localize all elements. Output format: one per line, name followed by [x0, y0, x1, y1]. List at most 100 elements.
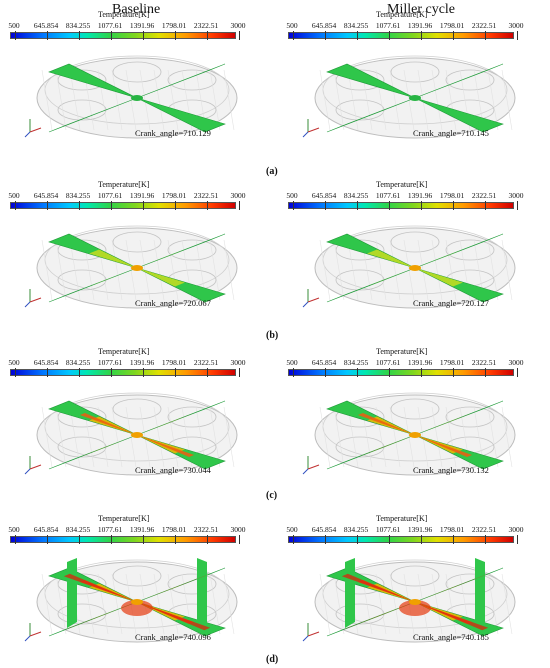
crank-angle-label: Crank_angle=710.145 — [413, 128, 489, 138]
colorbar-tick-labels: 500 645.854 834.255 1077.61 1391.96 1798.01 23… — [6, 358, 245, 368]
colorbar-tick-label: 834.255 — [343, 358, 369, 367]
colorbar-tick-label: 1077.61 — [375, 358, 401, 367]
column-title-baseline: Baseline — [112, 2, 161, 17]
temperature-field-render — [36, 558, 238, 643]
colorbar-tick-label: 1077.61 — [375, 21, 401, 30]
colorbar-tick-label: 834.255 — [65, 525, 91, 534]
colorbar-tick-label: 1798.01 — [439, 358, 465, 367]
cutting-plane-blade — [48, 434, 138, 470]
hot-region — [63, 573, 137, 602]
temperature-colorbar — [288, 368, 518, 377]
colorbar-tick-mark — [239, 368, 240, 377]
colorbar-tick-label: 1798.01 — [161, 525, 187, 534]
axis-triad — [300, 453, 322, 475]
colorbar-tick-label: 2322.51 — [471, 191, 497, 200]
hot-region — [79, 435, 137, 457]
crank-angle-label: Crank_angle=740.185 — [413, 632, 489, 642]
subfigure-label: (b) — [266, 330, 279, 341]
figure-panel: Temperature[K] 500 645.854 834.255 1077.61 13… — [2, 178, 272, 328]
colorbar-tick-mark — [111, 201, 112, 210]
cylinder-head-outline — [322, 55, 508, 125]
cylinder-head-outline — [322, 392, 508, 462]
mesh-line — [487, 406, 499, 468]
crank-angle-label: Crank_angle=730.044 — [135, 465, 211, 475]
cutting-plane-blade — [326, 97, 416, 133]
temperature-colorbar — [288, 201, 518, 210]
valve-outline — [57, 239, 107, 261]
mesh-line — [111, 406, 123, 468]
valve-outline — [167, 69, 217, 91]
colorbar-tick-label: 1798.01 — [439, 21, 465, 30]
colorbar-tick-label: 1798.01 — [161, 358, 187, 367]
colorbar-tick-label: 500 — [286, 525, 298, 534]
colorbar-title: Temperature[K] — [98, 10, 150, 19]
colorbar-title: Temperature[K] — [376, 514, 428, 523]
valve-outline — [445, 406, 495, 428]
colorbar-tick-mark — [293, 201, 294, 210]
cutting-plane-edge — [475, 558, 485, 628]
axis-triad-icon — [24, 623, 42, 642]
flame-region — [415, 583, 463, 602]
figure-panel: Temperature[K] 500 645.854 834.255 1077.61 13… — [280, 345, 550, 495]
colorbar-tick-label: 3000 — [508, 525, 524, 534]
colorbar-tick-label: 3000 — [508, 358, 524, 367]
valve-outline — [112, 565, 162, 587]
colorbar-tick-label: 3000 — [508, 21, 524, 30]
colorbar-tick-mark — [175, 201, 176, 210]
colorbar-title: Temperature[K] — [98, 514, 150, 523]
simulation-view — [22, 377, 252, 487]
cutting-plane-blade — [48, 97, 138, 133]
mesh-line — [347, 406, 359, 468]
colorbar-tick-label: 2322.51 — [193, 525, 219, 534]
plane-intersection — [409, 432, 421, 438]
colorbar-tick-label: 2322.51 — [193, 358, 219, 367]
mesh-line — [41, 239, 53, 301]
subfigure-label: (a) — [266, 166, 278, 177]
colorbar-tick-mark — [175, 31, 176, 40]
mesh-line — [445, 573, 457, 635]
mesh-line — [41, 69, 53, 131]
mesh-line — [167, 406, 179, 468]
mesh-line — [223, 239, 235, 301]
colorbar-tick-mark — [143, 535, 144, 544]
mesh-line — [417, 406, 429, 468]
colorbar-tick-label: 1391.96 — [129, 525, 155, 534]
colorbar-tick-mark — [517, 368, 518, 377]
mesh-line — [209, 69, 221, 131]
colorbar-tick-mark — [453, 535, 454, 544]
axis-triad — [22, 453, 44, 475]
cylinder-head-outline — [44, 55, 230, 125]
temperature-field-render — [36, 225, 238, 309]
valve-outline — [445, 239, 495, 261]
flame-region — [137, 268, 185, 287]
colorbar-tick-mark — [47, 368, 48, 377]
valve-outline — [335, 239, 385, 261]
cutting-plane-blade — [326, 267, 416, 303]
mesh-line — [389, 406, 401, 468]
mesh-line — [167, 239, 179, 301]
mesh-line — [347, 69, 359, 131]
colorbar-tick-mark — [389, 31, 390, 40]
colorbar-tick-labels: 500 645.854 834.255 1077.61 1391.96 1798.01 23… — [284, 21, 523, 31]
colorbar-tick-mark — [357, 535, 358, 544]
mesh-line — [139, 406, 151, 468]
mesh-line — [167, 573, 179, 635]
flame-region — [415, 268, 463, 287]
column-title-miller-cycle: Miller cycle — [387, 2, 456, 17]
mesh-line — [431, 573, 443, 635]
hot-region — [357, 413, 415, 435]
mesh-line — [111, 69, 123, 131]
colorbar-tick-mark — [15, 368, 16, 377]
mesh-line — [501, 406, 513, 468]
mesh-line — [209, 406, 221, 468]
colorbar-tick-mark — [389, 368, 390, 377]
mesh-line — [41, 406, 53, 468]
mesh-line — [319, 573, 331, 635]
colorbar-tick-label: 1798.01 — [439, 525, 465, 534]
mesh-line — [223, 573, 235, 635]
colorbar-tick-label: 2322.51 — [471, 525, 497, 534]
mesh-line — [389, 69, 401, 131]
mesh-line — [69, 406, 81, 468]
hot-region — [79, 413, 137, 435]
cylinder-head-outline — [322, 225, 508, 295]
